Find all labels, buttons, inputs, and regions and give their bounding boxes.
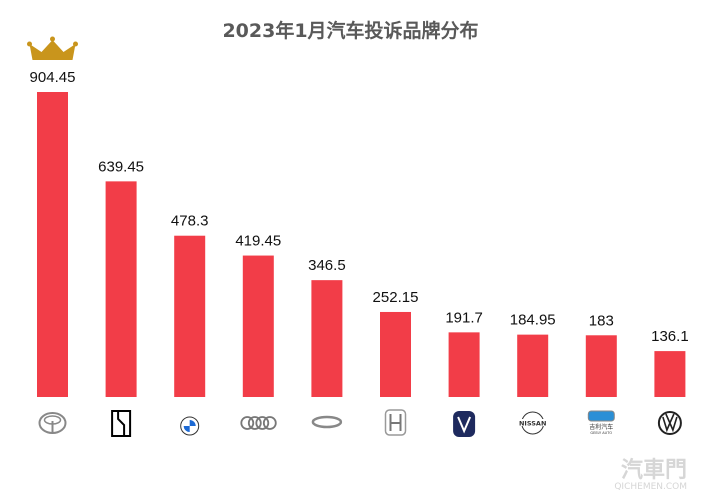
data-label: 252.15 [373, 289, 419, 306]
changan-logo-icon [453, 411, 476, 437]
watermark-en: QICHEMEN.COM [614, 482, 687, 492]
svg-text:吉利汽车: 吉利汽车 [589, 423, 613, 431]
bar [448, 332, 480, 397]
crown-icon [27, 36, 78, 60]
data-label: 419.45 [235, 233, 281, 250]
data-label: 191.7 [445, 309, 483, 326]
chery-logo-icon [311, 415, 343, 429]
toyota-logo-icon [38, 412, 67, 434]
bmw-logo-icon [180, 416, 200, 436]
volkswagen-logo-icon [657, 411, 682, 435]
bar [517, 334, 549, 397]
s-box-logo-icon [111, 410, 132, 437]
bar [654, 351, 686, 397]
data-label: 346.5 [308, 257, 346, 274]
bar [585, 335, 617, 397]
data-label: 639.45 [98, 158, 144, 175]
nissan-logo-icon: NISSAN [517, 411, 548, 435]
data-label: 478.3 [171, 213, 209, 230]
bar [37, 92, 68, 397]
data-label: 136.1 [651, 328, 689, 345]
data-label: 183 [589, 312, 614, 329]
bar [311, 280, 343, 397]
bar [242, 255, 274, 397]
watermark-cn: 汽車門 [620, 458, 687, 483]
data-label: 904.45 [30, 69, 76, 86]
data-label: 184.95 [510, 312, 556, 329]
bar [174, 235, 206, 397]
audi-logo-icon [240, 416, 277, 430]
chart-title: 2023年1月汽车投诉品牌分布 [222, 20, 479, 42]
bar [105, 181, 137, 397]
bar [380, 311, 411, 397]
svg-text:NISSAN: NISSAN [519, 420, 546, 428]
svg-text:GEELY AUTO: GEELY AUTO [590, 431, 612, 435]
honda-logo-icon [384, 409, 407, 436]
